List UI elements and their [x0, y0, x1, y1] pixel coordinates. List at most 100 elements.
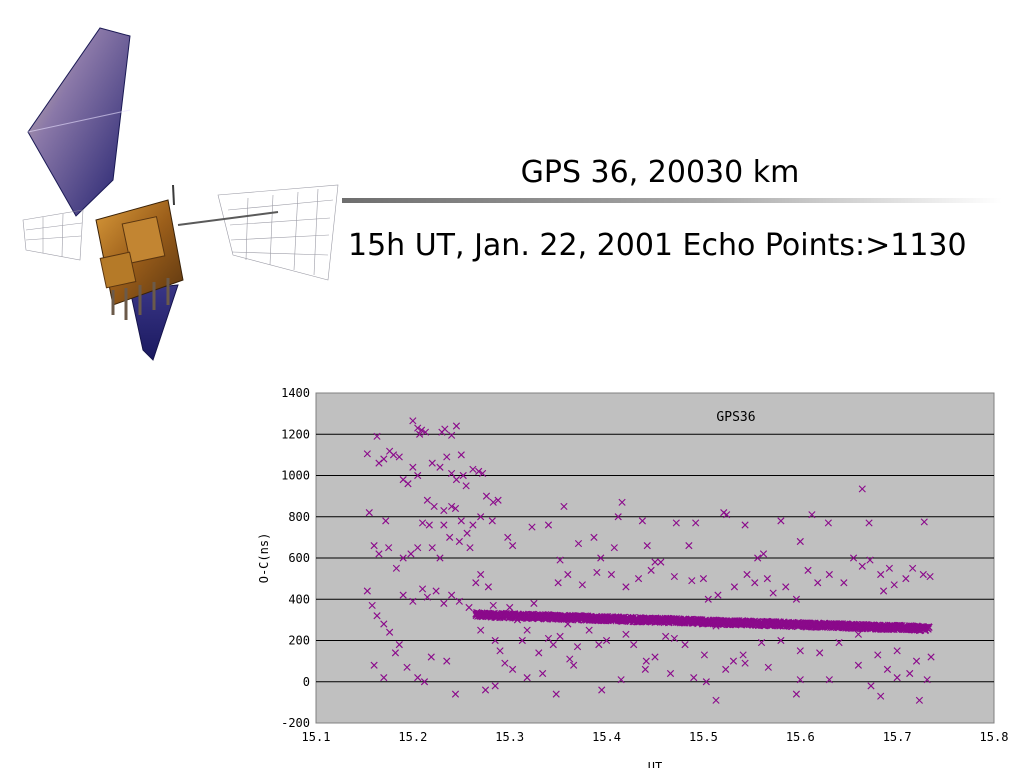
data-point	[457, 517, 465, 525]
data-point	[824, 519, 832, 527]
y-tick-label: 400	[288, 592, 310, 606]
data-point	[796, 537, 804, 546]
data-point	[440, 521, 448, 529]
data-point	[472, 579, 480, 587]
data-point	[651, 653, 659, 661]
data-point	[751, 579, 759, 587]
data-point	[418, 585, 427, 593]
data-point	[530, 599, 538, 607]
data-point	[427, 653, 435, 661]
data-point	[417, 426, 426, 434]
data-point	[835, 638, 843, 647]
data-point	[552, 690, 560, 698]
y-tick-label: 1400	[281, 386, 310, 400]
data-point	[501, 659, 509, 667]
data-point	[858, 485, 866, 493]
data-point	[479, 469, 487, 478]
data-point	[373, 612, 381, 620]
data-point	[759, 550, 768, 558]
data-point	[578, 581, 586, 589]
data-point	[432, 587, 440, 595]
data-point	[425, 521, 433, 529]
x-tick-label: 15.4	[592, 730, 621, 744]
data-point	[757, 638, 766, 647]
data-point	[920, 518, 928, 526]
data-point	[714, 591, 722, 599]
data-point	[420, 678, 429, 686]
data-point	[436, 463, 444, 471]
data-point	[506, 603, 514, 612]
data-point	[573, 643, 582, 651]
data-point	[455, 537, 463, 546]
data-point	[421, 428, 430, 436]
data-point	[700, 651, 708, 659]
title-divider	[342, 198, 1002, 203]
x-tick-label: 15.8	[980, 730, 1009, 744]
data-point	[380, 620, 388, 628]
data-point	[672, 519, 680, 527]
data-point	[477, 626, 485, 634]
data-point	[380, 455, 388, 463]
data-point	[389, 451, 398, 459]
data-point	[385, 544, 393, 552]
chart-title: GPS36	[716, 410, 755, 425]
data-point	[816, 649, 824, 657]
data-point	[866, 556, 874, 564]
data-point	[399, 554, 407, 562]
data-point	[481, 686, 490, 694]
data-point	[622, 630, 630, 638]
data-point	[723, 511, 731, 519]
data-point	[814, 579, 822, 587]
data-point	[523, 674, 531, 682]
data-point	[902, 575, 910, 583]
y-axis-title: O-C(ns)	[257, 533, 271, 584]
x-tick-label: 15.7	[883, 730, 912, 744]
data-point	[885, 564, 893, 572]
data-point	[368, 601, 376, 610]
data-point	[363, 587, 371, 595]
data-point	[607, 570, 616, 579]
data-point	[451, 504, 460, 513]
data-point	[754, 554, 762, 562]
data-point	[849, 554, 858, 562]
data-point	[879, 587, 888, 595]
data-point	[440, 599, 448, 607]
data-point	[906, 669, 914, 678]
data-point	[808, 511, 816, 519]
data-point	[614, 513, 622, 521]
data-point	[544, 634, 553, 643]
data-point	[883, 665, 892, 673]
trend-point	[924, 625, 932, 633]
data-point	[763, 575, 771, 583]
data-point	[409, 463, 417, 471]
data-point	[597, 554, 605, 562]
data-point	[792, 690, 800, 698]
data-point	[513, 616, 522, 624]
data-point	[782, 583, 790, 591]
data-point	[380, 674, 388, 682]
data-point	[598, 686, 606, 694]
data-point	[630, 641, 638, 649]
y-tick-label: 0	[303, 675, 310, 689]
data-point	[375, 550, 383, 558]
x-tick-label: 15.3	[495, 730, 524, 744]
data-points	[363, 417, 935, 704]
data-point	[877, 570, 885, 579]
data-point	[475, 467, 483, 475]
data-point	[877, 692, 885, 700]
data-point	[912, 657, 921, 665]
data-point	[446, 533, 454, 541]
data-point	[443, 453, 451, 461]
x-tick-label: 15.5	[689, 730, 718, 744]
data-point	[657, 558, 665, 566]
data-point	[867, 682, 875, 690]
data-point	[796, 676, 804, 684]
data-point	[399, 591, 407, 599]
data-point	[466, 544, 474, 552]
x-tick-label: 15.2	[398, 730, 427, 744]
data-point	[440, 506, 448, 515]
data-point	[448, 469, 456, 478]
data-point	[854, 630, 862, 638]
data-point	[909, 564, 917, 572]
data-point	[690, 674, 698, 682]
